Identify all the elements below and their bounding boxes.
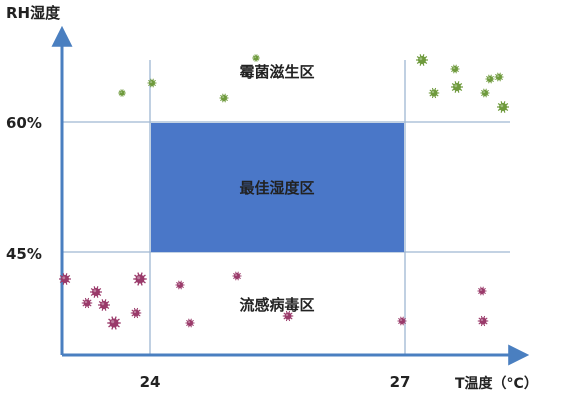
- optimal-humidity-zone: [151, 123, 404, 252]
- virus-germ-icon: [175, 280, 185, 290]
- virus-germ-icon: [107, 316, 121, 330]
- mold-germ-icon: [219, 93, 229, 103]
- virus-germ-icon: [477, 315, 489, 327]
- mold-germ-icon: [450, 64, 460, 74]
- mold-germ-icon: [485, 74, 495, 84]
- virus-zone-label: 流感病毒区: [239, 296, 314, 314]
- virus-germ-icon: [282, 310, 294, 322]
- y-tick-45-percent: 45%: [6, 245, 42, 263]
- y-axis-label: RH湿度: [6, 4, 61, 22]
- y-tick-60-percent: 60%: [6, 114, 42, 132]
- virus-germ-icon: [59, 273, 71, 285]
- virus-germ-icon: [130, 307, 142, 319]
- mold-germ-icon: [497, 101, 509, 113]
- virus-germ-icon: [98, 299, 110, 311]
- x-tick-24: 24: [140, 373, 161, 391]
- virus-germ-icon: [185, 318, 195, 328]
- mold-germ-icon: [147, 78, 157, 88]
- optimal-zone-label: 最佳湿度区: [239, 179, 314, 197]
- mold-zone-label: 霉菌滋生区: [239, 63, 314, 81]
- mold-germ-icon: [428, 87, 440, 99]
- virus-germ-icon: [133, 272, 147, 286]
- virus-germ-icon: [397, 316, 407, 326]
- mold-germ-icon: [451, 81, 463, 93]
- mold-germ-icon: [416, 54, 428, 66]
- mold-germ-icon: [494, 72, 504, 82]
- x-tick-27: 27: [390, 373, 411, 391]
- mold-germ-icon: [480, 88, 490, 98]
- virus-germ-icon: [81, 297, 93, 309]
- mold-germ-icon: [118, 89, 126, 97]
- mold-germ-icon: [252, 54, 260, 62]
- virus-germ-icon: [90, 286, 102, 298]
- virus-germ-icon: [232, 271, 242, 281]
- x-axis-label: T温度（°C）: [455, 375, 538, 392]
- germ-icons: [59, 54, 509, 330]
- virus-germ-icon: [477, 286, 487, 296]
